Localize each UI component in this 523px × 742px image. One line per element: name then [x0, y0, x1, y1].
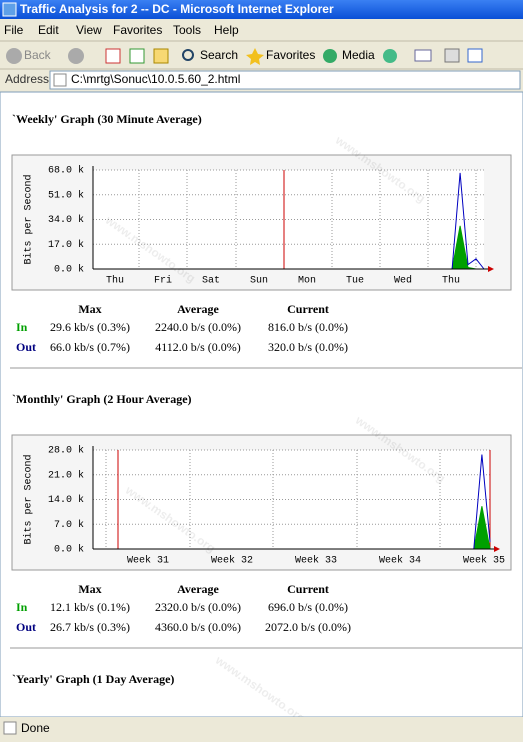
section-heading: `Yearly' Graph (1 Day Average) — [12, 672, 174, 686]
menu-item[interactable]: Edit — [38, 23, 59, 37]
search-button[interactable]: Search — [200, 48, 238, 62]
address-url[interactable]: C:\mrtg\Sonuc\10.0.5.60_2.html — [71, 72, 240, 86]
row-label: In — [16, 320, 28, 334]
row-label: In — [16, 600, 28, 614]
axis-arrow — [494, 546, 500, 552]
content: `Weekly' Graph (30 Minute Average) 0.0 k 1… — [10, 112, 522, 686]
menu-item[interactable]: File — [4, 23, 24, 37]
y-tick-label: 28.0 k — [48, 445, 84, 457]
menu-item[interactable]: Tools — [173, 23, 201, 37]
y-axis-label: Bits per Second — [23, 454, 35, 544]
search-icon[interactable] — [182, 49, 194, 61]
x-tick-label: Sun — [250, 276, 268, 287]
stop-button[interactable] — [105, 48, 121, 64]
mail-button[interactable] — [414, 49, 432, 62]
axis-arrow — [488, 266, 494, 272]
x-tick-label: Week 32 — [211, 555, 253, 567]
menu-bar: File Edit View Favorites Tools Help — [4, 23, 239, 37]
page-icon — [53, 73, 67, 87]
stat-value: 2320.0 b/s (0.0%) — [155, 600, 241, 614]
edit-button[interactable] — [467, 48, 483, 63]
status-text: Done — [21, 721, 50, 735]
x-tick-label: Wed — [394, 275, 412, 287]
x-tick-label: Sat — [202, 276, 220, 287]
stat-value: 2072.0 b/s (0.0%) — [265, 620, 351, 634]
y-tick-label: 7.0 k — [54, 519, 84, 531]
stats-header: Average — [177, 302, 219, 316]
stats-header: Current — [287, 302, 329, 316]
x-tick-label: Fri — [154, 275, 172, 287]
stat-value: 29.6 kb/s (0.3%) — [50, 320, 130, 334]
forward-icon[interactable] — [68, 48, 84, 64]
row-label: Out — [16, 620, 36, 634]
home-button[interactable] — [153, 48, 169, 64]
section-heading: `Weekly' Graph (30 Minute Average) — [12, 112, 202, 126]
y-axis-label: Bits per Second — [23, 174, 35, 264]
stat-value: 696.0 b/s (0.0%) — [268, 600, 348, 614]
back-button[interactable]: Back — [24, 48, 52, 62]
status-bar — [0, 717, 523, 742]
stat-value: 4112.0 b/s (0.0%) — [155, 340, 241, 354]
y-tick-label: 0.0 k — [54, 544, 84, 556]
stats-header: Max — [78, 582, 101, 596]
favorites-icon[interactable] — [246, 48, 264, 65]
x-tick-label: Week 35 — [463, 555, 505, 567]
window-title: Traffic Analysis for 2 -- DC - Microsoft… — [20, 2, 334, 16]
media-icon[interactable] — [323, 49, 337, 63]
row-label: Out — [16, 340, 36, 354]
y-tick-label: 68.0 k — [48, 165, 84, 177]
menu-item[interactable]: Favorites — [113, 23, 162, 37]
section-heading: `Monthly' Graph (2 Hour Average) — [12, 392, 192, 406]
media-button[interactable]: Media — [342, 48, 375, 62]
menu-item[interactable]: Help — [214, 23, 239, 37]
x-tick-label: Thu — [442, 275, 460, 287]
app-icon — [2, 2, 17, 17]
address-label: Address — [5, 72, 49, 86]
stat-value: 26.7 kb/s (0.3%) — [50, 620, 130, 634]
print-button[interactable] — [444, 48, 460, 63]
back-icon[interactable] — [6, 48, 22, 64]
stat-value: 320.0 b/s (0.0%) — [268, 340, 348, 354]
title-bar — [0, 0, 523, 19]
x-tick-label: Week 31 — [127, 555, 169, 567]
y-tick-label: 17.0 k — [48, 239, 84, 251]
stat-value: 66.0 kb/s (0.7%) — [50, 340, 130, 354]
menu-item[interactable]: View — [76, 23, 102, 37]
stat-value: 4360.0 b/s (0.0%) — [155, 620, 241, 634]
stat-value: 2240.0 b/s (0.0%) — [155, 320, 241, 334]
x-tick-label: Week 34 — [379, 555, 421, 567]
stats-header: Average — [177, 582, 219, 596]
stat-value: 12.1 kb/s (0.1%) — [50, 600, 130, 614]
y-tick-label: 34.0 k — [48, 214, 84, 226]
y-tick-label: 14.0 k — [48, 494, 84, 506]
toolbar: Back Search Favorites Media — [6, 48, 483, 65]
x-tick-label: Week 33 — [295, 555, 337, 567]
y-tick-label: 21.0 k — [48, 469, 84, 481]
x-tick-label: Mon — [298, 276, 316, 287]
x-tick-label: Tue — [346, 276, 364, 287]
stat-value: 816.0 b/s (0.0%) — [268, 320, 348, 334]
history-button[interactable] — [383, 49, 397, 63]
stats-header: Max — [78, 302, 101, 316]
address-box[interactable] — [49, 70, 521, 90]
y-tick-label: 51.0 k — [48, 189, 84, 201]
x-tick-label: Thu — [106, 275, 124, 287]
status-icon — [3, 721, 17, 735]
stats-header: Current — [287, 582, 329, 596]
favorites-button[interactable]: Favorites — [266, 48, 315, 62]
refresh-button[interactable] — [129, 48, 145, 64]
y-tick-label: 0.0 k — [54, 264, 84, 276]
